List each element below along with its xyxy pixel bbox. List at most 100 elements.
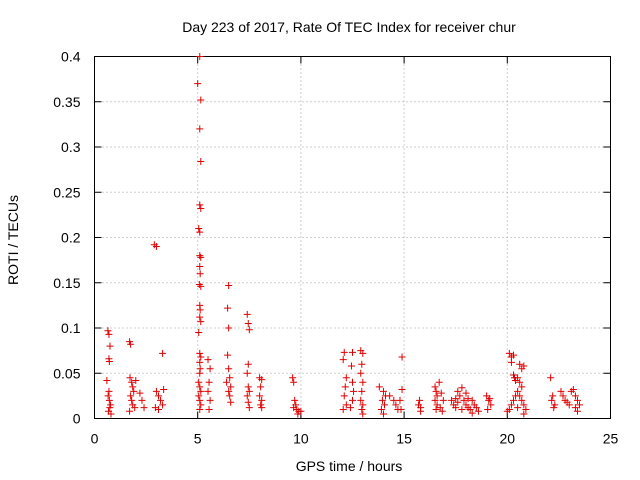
- data-point: [197, 282, 205, 290]
- data-point: [432, 405, 440, 413]
- data-point: [377, 405, 385, 413]
- data-point: [243, 392, 251, 400]
- data-point: [195, 378, 203, 386]
- data-point: [571, 392, 579, 400]
- data-point: [257, 383, 265, 391]
- data-point: [243, 310, 251, 318]
- data-point: [342, 401, 350, 409]
- data-point: [244, 398, 252, 406]
- data-point: [390, 396, 398, 404]
- data-point: [157, 396, 165, 404]
- data-point: [289, 374, 297, 382]
- data-point: [436, 404, 444, 412]
- data-point: [106, 342, 114, 350]
- data-point: [448, 396, 456, 404]
- data-point: [520, 362, 528, 370]
- data-point: [290, 404, 298, 412]
- data-point: [380, 401, 388, 409]
- axis-ticks: [94, 56, 611, 419]
- plot-frame: [94, 56, 611, 419]
- data-point: [195, 392, 203, 400]
- data-point: [484, 405, 492, 413]
- data-point: [379, 410, 387, 418]
- data-point: [358, 405, 366, 413]
- data-point: [129, 383, 137, 391]
- data-point: [358, 387, 366, 395]
- data-point: [516, 360, 524, 368]
- data-point: [105, 396, 113, 404]
- data-point: [359, 401, 367, 409]
- data-point: [245, 326, 253, 334]
- data-point: [437, 389, 445, 397]
- data-point: [520, 410, 528, 418]
- data-point: [339, 356, 347, 364]
- data-point: [197, 96, 205, 104]
- data-point: [244, 383, 252, 391]
- data-point: [456, 392, 464, 400]
- data-point: [132, 376, 140, 384]
- data-point: [509, 396, 517, 404]
- data-point: [159, 401, 167, 409]
- data-point: [225, 281, 233, 289]
- data-point: [196, 306, 204, 314]
- data-point: [204, 387, 212, 395]
- data-point: [205, 378, 213, 386]
- data-point: [565, 401, 573, 409]
- data-point: [196, 262, 204, 270]
- data-point: [386, 392, 394, 400]
- data-point: [416, 396, 424, 404]
- data-point: [573, 396, 581, 404]
- x-tick-label: 20: [500, 431, 516, 447]
- data-point: [397, 405, 405, 413]
- data-point: [126, 407, 134, 415]
- data-point: [243, 369, 251, 377]
- data-point: [151, 404, 159, 412]
- data-point: [245, 387, 253, 395]
- data-point: [398, 386, 406, 394]
- data-point: [127, 340, 135, 348]
- data-point: [349, 378, 356, 386]
- data-point: [196, 349, 204, 357]
- data-point: [417, 407, 425, 415]
- data-point: [245, 404, 253, 412]
- data-point: [518, 383, 526, 391]
- data-point: [454, 387, 462, 395]
- data-point: [349, 396, 356, 404]
- data-point: [359, 378, 367, 386]
- data-point: [518, 396, 526, 404]
- data-point: [105, 330, 113, 338]
- data-point: [196, 369, 204, 377]
- data-point: [432, 387, 440, 395]
- x-tick-label: 10: [293, 431, 309, 447]
- data-point: [127, 392, 135, 400]
- data-point: [516, 378, 524, 386]
- data-point: [487, 401, 495, 409]
- data-point: [507, 358, 515, 366]
- data-point: [105, 357, 113, 365]
- data-point: [357, 396, 365, 404]
- data-point: [197, 318, 205, 326]
- data-point: [522, 405, 530, 413]
- data-point: [194, 80, 202, 88]
- data-point: [347, 362, 355, 370]
- data-point: [225, 387, 233, 395]
- data-point: [468, 409, 476, 417]
- data-point: [505, 349, 513, 357]
- data-point: [486, 395, 494, 403]
- data-point: [379, 387, 387, 395]
- data-point: [458, 384, 466, 392]
- x-axis-label: GPS time / hours: [296, 458, 403, 474]
- data-point: [197, 401, 205, 409]
- data-point: [154, 392, 162, 400]
- data-point: [152, 387, 160, 395]
- data-point: [291, 396, 299, 404]
- data-point: [571, 404, 579, 412]
- data-point: [340, 392, 348, 400]
- data-point: [105, 387, 113, 395]
- data-point: [438, 407, 446, 415]
- data-point: [195, 224, 203, 232]
- data-point: [514, 404, 522, 412]
- x-tick-label: 15: [396, 431, 412, 447]
- y-tick-label: 0: [73, 411, 81, 427]
- data-point: [196, 125, 204, 133]
